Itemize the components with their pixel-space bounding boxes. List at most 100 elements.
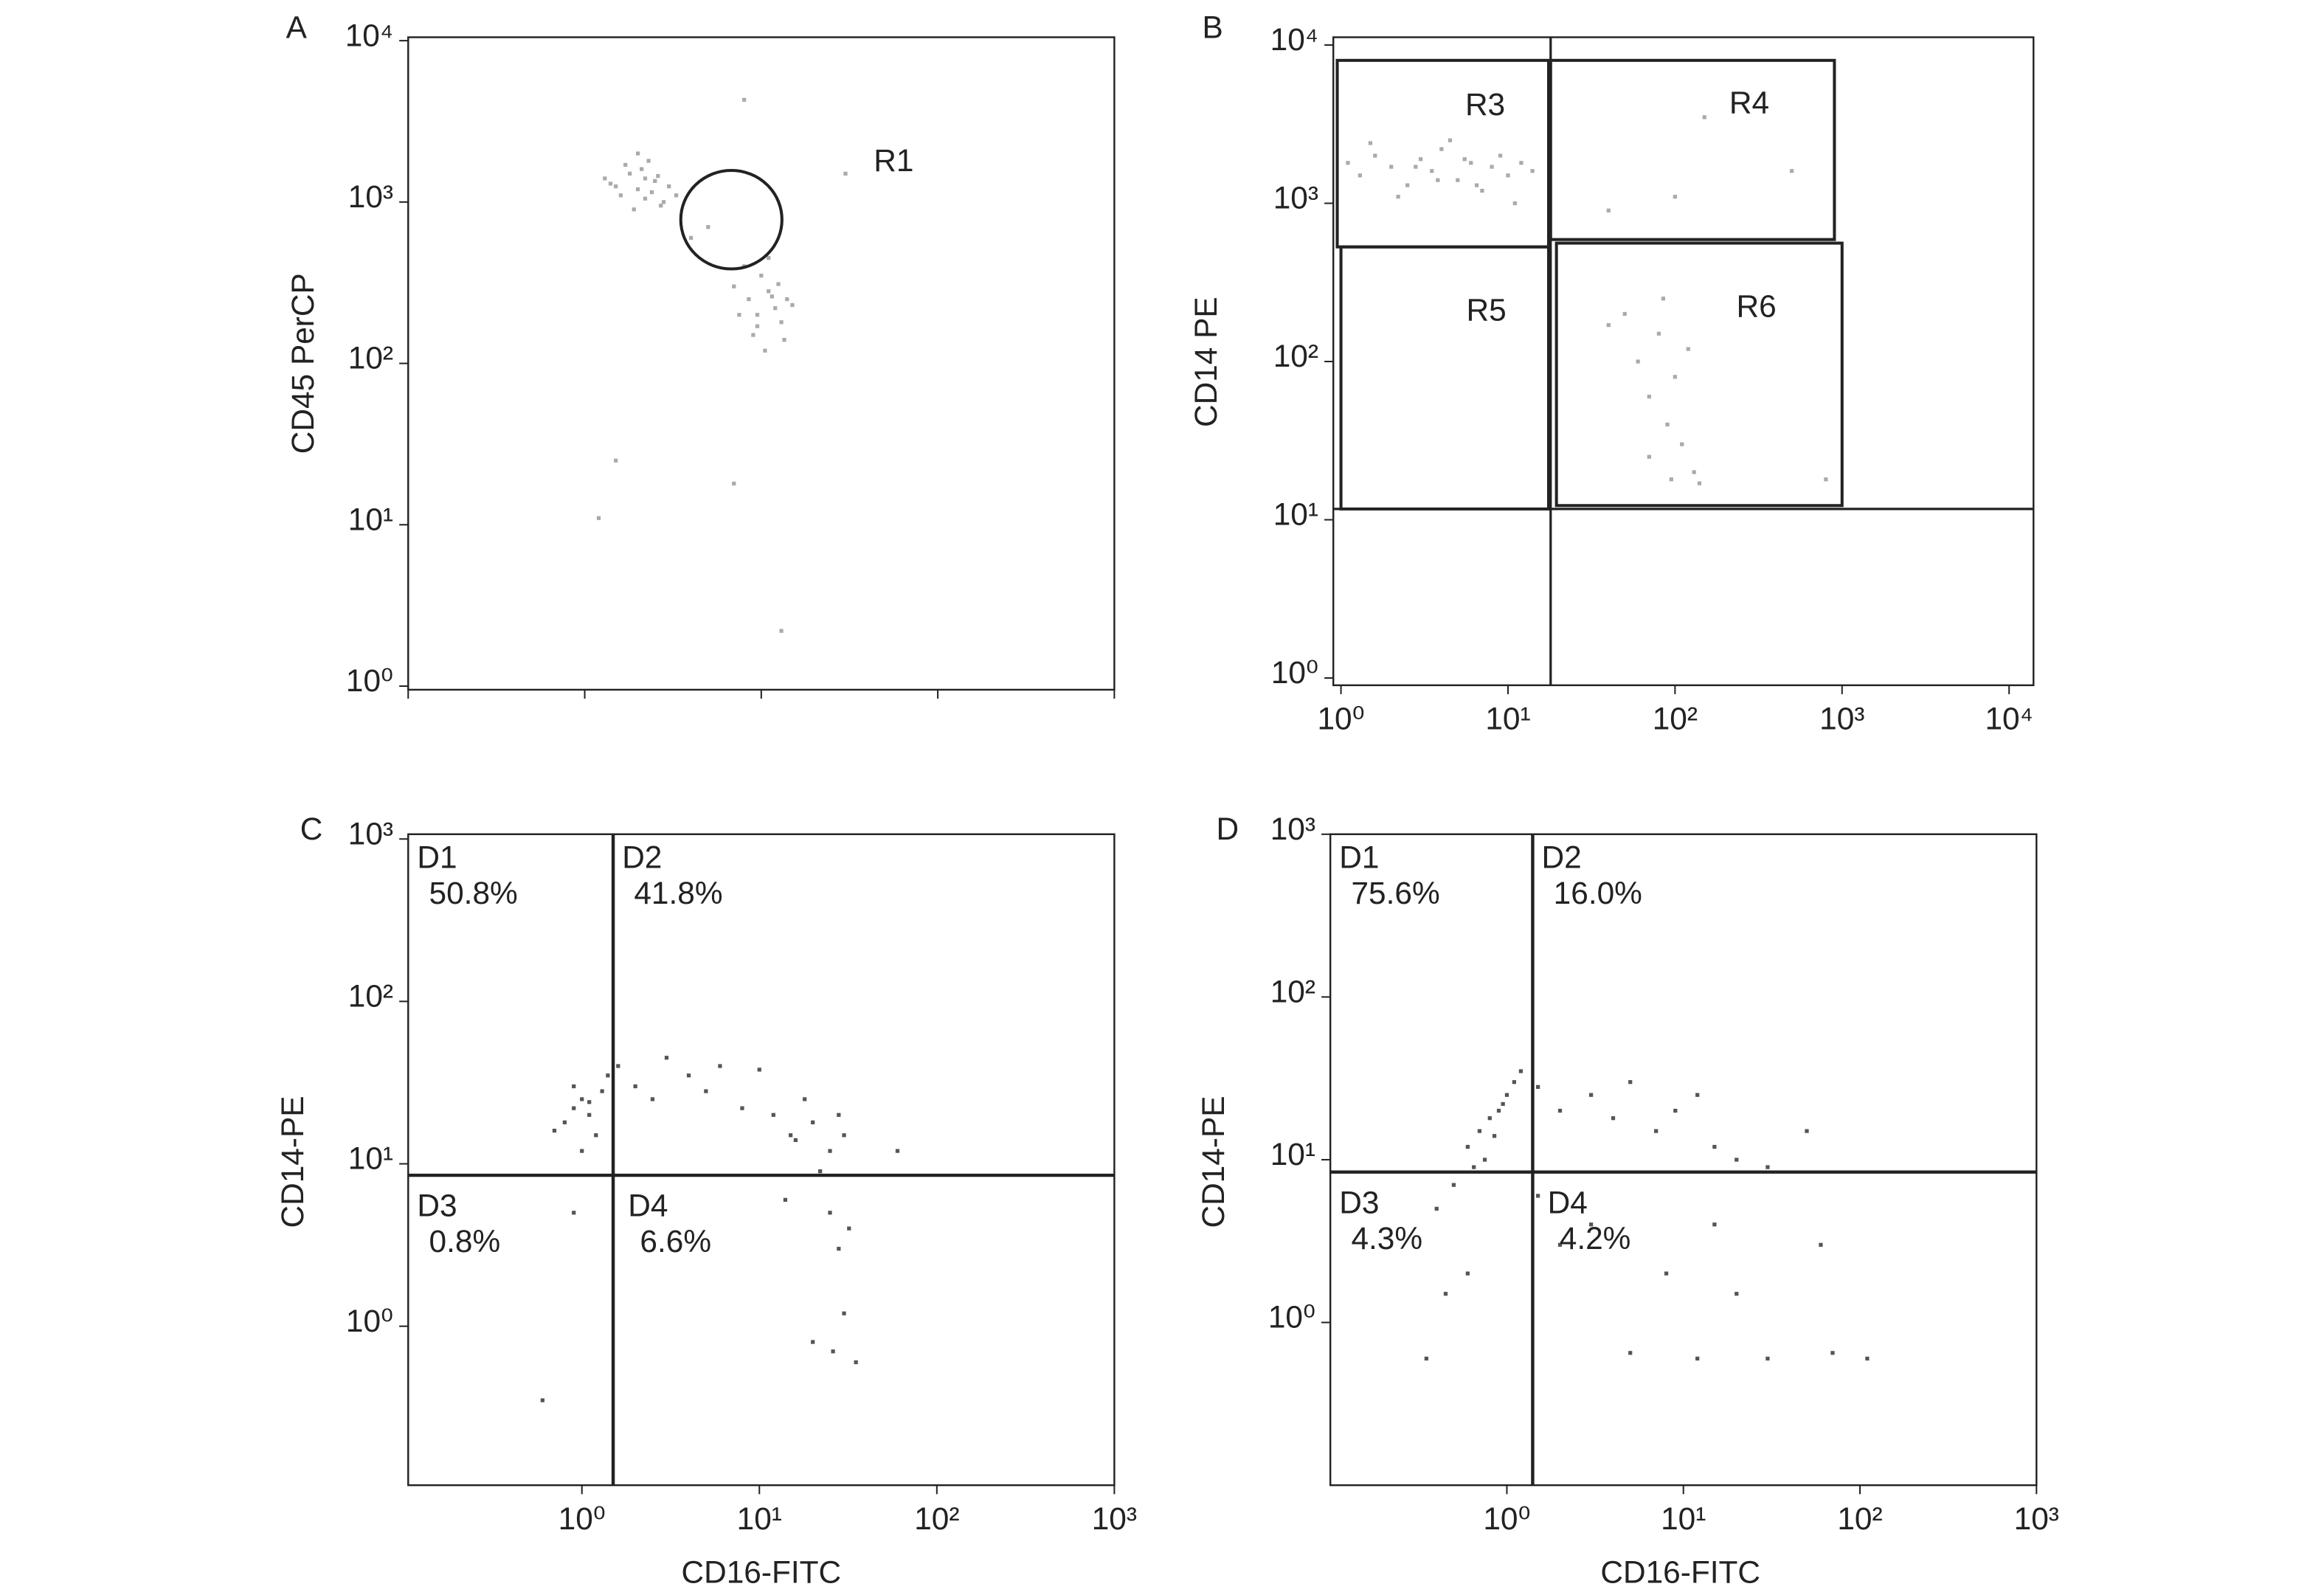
event-dot: [1498, 153, 1503, 158]
event-dot: [616, 1064, 620, 1068]
event-dot: [623, 162, 628, 167]
event-dot: [1436, 178, 1440, 182]
event-dot: [837, 1113, 841, 1117]
event-dot: [793, 1138, 798, 1142]
event-dot: [1480, 188, 1484, 193]
event-dot: [811, 1120, 815, 1124]
event-dot: [1439, 147, 1444, 151]
quadrant-name: D1: [1339, 840, 1379, 874]
event-dot: [1512, 201, 1517, 206]
x-tick-label: 10⁰: [1317, 702, 1364, 736]
quadrant-name: D3: [1339, 1185, 1379, 1219]
x-tick-label: 10⁰: [1483, 1501, 1530, 1536]
event-dot: [837, 1247, 841, 1251]
quadrant-name: D2: [622, 840, 662, 874]
event-dot: [596, 516, 601, 520]
event-dot: [1418, 157, 1423, 162]
event-dot: [1656, 331, 1661, 336]
event-dot: [759, 273, 764, 278]
event-dot: [1611, 1116, 1616, 1121]
event-dot: [789, 1133, 793, 1138]
event-dot: [646, 159, 651, 163]
event-dot: [773, 306, 778, 311]
gate-region: [1554, 241, 1844, 508]
event-dot: [755, 324, 760, 328]
event-dot: [1588, 1222, 1594, 1227]
event-dot: [828, 1149, 832, 1153]
y-axis-label: CD14-PE: [275, 1096, 310, 1228]
event-dot: [1368, 141, 1373, 145]
event-dot: [1487, 1116, 1492, 1121]
event-dot: [1346, 161, 1350, 165]
event-dot: [770, 294, 774, 299]
event-dot: [614, 458, 618, 463]
event-dot: [540, 1398, 544, 1402]
plot-frame: [1332, 36, 2035, 687]
event-dot: [779, 629, 784, 633]
event-dot: [847, 1226, 851, 1231]
event-dot: [1665, 422, 1670, 427]
event-dot: [755, 313, 760, 317]
x-axis-label: CD16-FITC: [1600, 1555, 1760, 1590]
event-dot: [779, 320, 784, 325]
event-dot: [650, 1097, 655, 1101]
event-dot: [1472, 1165, 1476, 1169]
y-tick-label: 10²: [348, 341, 393, 376]
quadrant-percent: 75.6%: [1351, 876, 1439, 910]
event-dot: [1735, 1158, 1739, 1162]
panel-label: D: [1217, 812, 1239, 846]
panel-label: B: [1203, 10, 1223, 45]
event-dot: [587, 1100, 592, 1104]
y-tick-label: 10³: [348, 179, 393, 214]
region-label: R4: [1729, 86, 1769, 120]
x-tick-label: 10³: [1819, 702, 1864, 736]
event-dot: [1389, 165, 1394, 169]
y-tick-label: 10²: [1273, 339, 1318, 373]
event-dot: [603, 176, 607, 181]
event-dot: [1512, 1080, 1516, 1084]
event-dot: [653, 179, 657, 183]
event-dot: [1501, 1101, 1505, 1107]
event-dot: [1557, 1242, 1563, 1247]
event-dot: [771, 1113, 775, 1117]
event-dot: [1819, 1242, 1823, 1247]
event-dot: [1664, 1271, 1669, 1276]
event-dot: [572, 1211, 576, 1215]
event-dot: [1865, 1356, 1870, 1361]
event-dot: [1557, 1108, 1563, 1113]
event-dot: [1496, 1108, 1501, 1113]
plot-frame: [407, 36, 1116, 691]
event-dot: [782, 337, 786, 342]
event-dot: [633, 1084, 637, 1089]
quadrant-percent: 4.2%: [1560, 1221, 1631, 1256]
event-dot: [1492, 1134, 1497, 1138]
event-dot: [656, 173, 660, 179]
event-dot: [843, 171, 848, 176]
event-dot: [1673, 1108, 1678, 1113]
event-dot: [704, 1089, 708, 1093]
quadrant-percent: 41.8%: [634, 876, 722, 910]
event-dot: [1504, 1093, 1509, 1097]
event-dot: [1673, 375, 1677, 379]
y-tick-label: 10¹: [348, 1141, 393, 1176]
event-dot: [1456, 178, 1460, 182]
event-dot: [1628, 1080, 1633, 1084]
event-dot: [635, 151, 640, 156]
event-dot: [895, 1149, 900, 1153]
event-dot: [706, 225, 710, 229]
event-dot: [1692, 470, 1696, 474]
y-tick-label: 10²: [1270, 975, 1315, 1009]
event-dot: [580, 1097, 584, 1101]
quadrant-name: D1: [417, 840, 457, 874]
event-dot: [1824, 477, 1828, 482]
gate-region: [1339, 245, 1551, 511]
event-dot: [686, 1073, 691, 1078]
y-tick-label: 10¹: [1270, 1137, 1315, 1172]
x-tick-label: 10⁰: [558, 1501, 606, 1536]
x-tick-label: 10⁴: [1985, 702, 2033, 736]
quadrant-percent: 50.8%: [429, 876, 518, 910]
event-dot: [1518, 1069, 1524, 1073]
x-tick-label: 10²: [1653, 702, 1698, 736]
y-tick-label: 10⁰: [346, 663, 393, 698]
